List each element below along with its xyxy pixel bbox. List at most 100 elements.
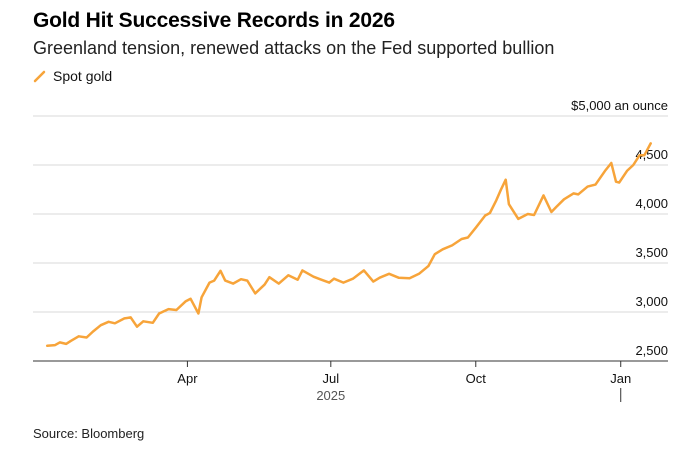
data-point [577,193,579,195]
data-point [54,344,56,346]
data-point [130,316,132,318]
data-point [563,198,565,200]
data-point [484,214,486,217]
data-point [158,312,160,315]
data-point [372,281,374,283]
data-point [287,274,289,276]
y-tick-label: 3,500 [635,245,668,260]
data-point [500,188,502,191]
data-point [475,227,477,229]
data-point [461,238,463,240]
x-tick-label: Jul [322,371,339,386]
data-point [320,279,322,281]
data-point [632,164,634,166]
data-point [201,296,203,298]
data-point [615,181,617,183]
data-point [264,284,266,286]
data-point [108,321,110,323]
data-point [434,253,436,255]
data-point [297,279,299,281]
data-point [643,154,646,156]
data-point [427,265,430,267]
data-point [572,192,575,194]
data-point [46,345,48,347]
data-point [185,300,187,302]
data-point [610,162,612,164]
legend: Spot gold [33,67,112,85]
data-point [246,280,248,282]
y-tick-label: 2,500 [635,343,668,358]
data-point [114,322,116,324]
data-point [451,244,453,246]
y-tick-label: $5,000 an ounce [571,98,668,113]
data-point [70,340,72,342]
data-point [505,179,507,181]
data-point [550,211,553,213]
data-point [527,213,529,215]
data-point [92,331,94,333]
data-point [442,248,444,250]
x-tick-label: Apr [177,371,198,386]
x-tick-label: Jan [610,371,631,386]
source-note: Source: Bloomberg [33,426,145,441]
data-point [533,214,535,216]
data-point [167,308,170,310]
data-point [626,170,628,172]
data-point [208,282,211,284]
data-point [59,341,61,343]
data-point [409,277,411,279]
y-tick-label: 4,000 [635,196,668,211]
data-point [142,320,144,322]
data-point [650,142,652,144]
data-point [639,154,641,156]
data-point [219,270,222,272]
data-point [388,273,390,275]
data-point [508,203,510,205]
data-point [542,194,545,196]
data-point [123,317,125,319]
data-point [100,324,102,326]
data-point [312,276,315,278]
data-point [489,212,491,214]
series-line-spot-gold [45,142,652,348]
data-point [213,280,215,282]
data-point [190,298,192,300]
y-tick-label: 4,500 [635,147,668,162]
data-point [352,278,354,280]
x-tick-label: Oct [466,371,487,386]
data-point [278,283,280,285]
data-point [555,206,557,208]
data-point [587,186,589,188]
data-point [363,269,365,271]
chart-subtitle: Greenland tension, renewed attacks on th… [33,38,555,58]
x-year-label: 2025 [316,388,345,403]
data-point [467,236,469,239]
data-point [78,335,80,337]
data-point [152,322,154,324]
data-point [398,277,400,279]
data-point [232,283,234,285]
data-point [328,282,330,284]
data-point [517,218,519,220]
legend-swatch-icon [33,70,46,83]
data-point [604,170,606,172]
chart-title: Gold Hit Successive Records in 2026 [33,9,395,32]
data-point [254,292,256,294]
data-point [495,199,497,201]
y-tick-label: 3,000 [635,294,668,309]
data-point [136,326,138,328]
data-point [224,280,226,282]
data-point [175,309,177,311]
data-point [268,276,270,278]
data-point [333,278,335,280]
data-point [240,278,242,280]
data-point [418,273,420,275]
data-point [301,269,303,271]
data-point [594,184,597,186]
data-point [342,282,344,284]
legend-label: Spot gold [53,68,113,84]
data-point [379,277,381,279]
data-point [86,336,88,339]
data-point [618,182,620,184]
